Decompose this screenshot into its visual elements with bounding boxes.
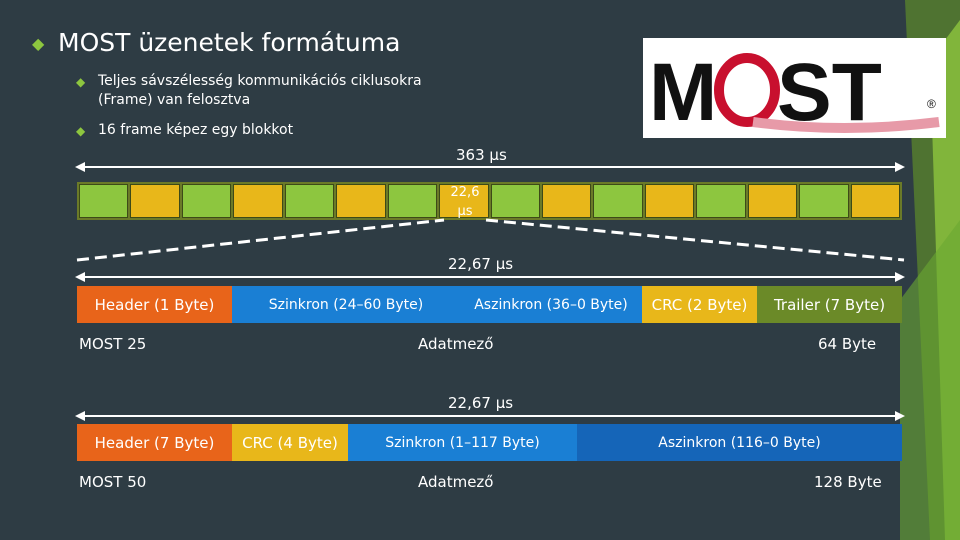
frame-slot bbox=[593, 184, 643, 218]
frame-slot bbox=[644, 184, 695, 218]
most50-total: 128 Byte bbox=[814, 473, 882, 491]
bullet-item: ◆ 16 frame képez egy blokkot bbox=[76, 121, 293, 140]
frame-duration-label: 22,6 µs bbox=[450, 185, 480, 219]
most25-duration-label: 22,67 µs bbox=[448, 255, 514, 273]
most25-crc-segment: CRC (2 Byte) bbox=[642, 286, 757, 323]
most-logo: M ST ® bbox=[643, 38, 946, 138]
most50-duration-arrow bbox=[75, 411, 905, 421]
frame-slot bbox=[284, 184, 335, 218]
most25-async-segment: Aszinkron (36–0 Byte) bbox=[460, 286, 642, 323]
most50-field-label: Adatmező bbox=[418, 473, 494, 491]
frame-slot bbox=[850, 184, 900, 218]
bullet-item: ◆ Teljes sávszélesség kommunikációs cikl… bbox=[76, 73, 422, 108]
most50-crc-segment: CRC (4 Byte) bbox=[232, 424, 348, 461]
diamond-bullet-icon: ◆ bbox=[76, 124, 86, 138]
frame-slot bbox=[336, 184, 386, 218]
logo-letter-m: M bbox=[649, 47, 717, 138]
page-title: ◆ MOST üzenetek formátuma bbox=[32, 28, 401, 57]
frame-slot bbox=[541, 184, 592, 218]
diamond-bullet-icon: ◆ bbox=[32, 34, 45, 53]
frame-slot bbox=[181, 184, 232, 218]
frame-slot bbox=[696, 184, 746, 218]
frame-slot bbox=[799, 184, 849, 218]
most25-field-label: Adatmező bbox=[418, 335, 494, 353]
frame-block-bar bbox=[77, 182, 902, 220]
frame-slot bbox=[490, 184, 540, 218]
most25-name: MOST 25 bbox=[79, 335, 147, 353]
logo-letters-st: ST bbox=[777, 47, 882, 138]
most50-sync-segment: Szinkron (1–117 Byte) bbox=[348, 424, 577, 461]
most25-total: 64 Byte bbox=[818, 335, 877, 353]
most50-async-segment: Aszinkron (116–0 Byte) bbox=[577, 424, 902, 461]
diamond-bullet-icon: ◆ bbox=[76, 75, 86, 89]
frame-slot bbox=[233, 184, 283, 218]
most25-header-segment: Header (1 Byte) bbox=[77, 286, 232, 323]
block-duration-arrow bbox=[75, 162, 905, 172]
most25-duration-arrow bbox=[75, 272, 905, 282]
frame-slot bbox=[387, 184, 438, 218]
most25-trailer-segment: Trailer (7 Byte) bbox=[757, 286, 902, 323]
most50-duration-label: 22,67 µs bbox=[448, 394, 514, 412]
frame-slot bbox=[130, 184, 180, 218]
frame-slot bbox=[79, 184, 129, 218]
block-duration-label: 363 µs bbox=[456, 146, 507, 164]
frame-slot bbox=[439, 184, 489, 218]
most25-sync-segment: Szinkron (24–60 Byte) bbox=[232, 286, 460, 323]
registered-mark: ® bbox=[927, 97, 936, 111]
frame-slot bbox=[747, 184, 798, 218]
most50-header-segment: Header (7 Byte) bbox=[77, 424, 232, 461]
most50-name: MOST 50 bbox=[79, 473, 147, 491]
